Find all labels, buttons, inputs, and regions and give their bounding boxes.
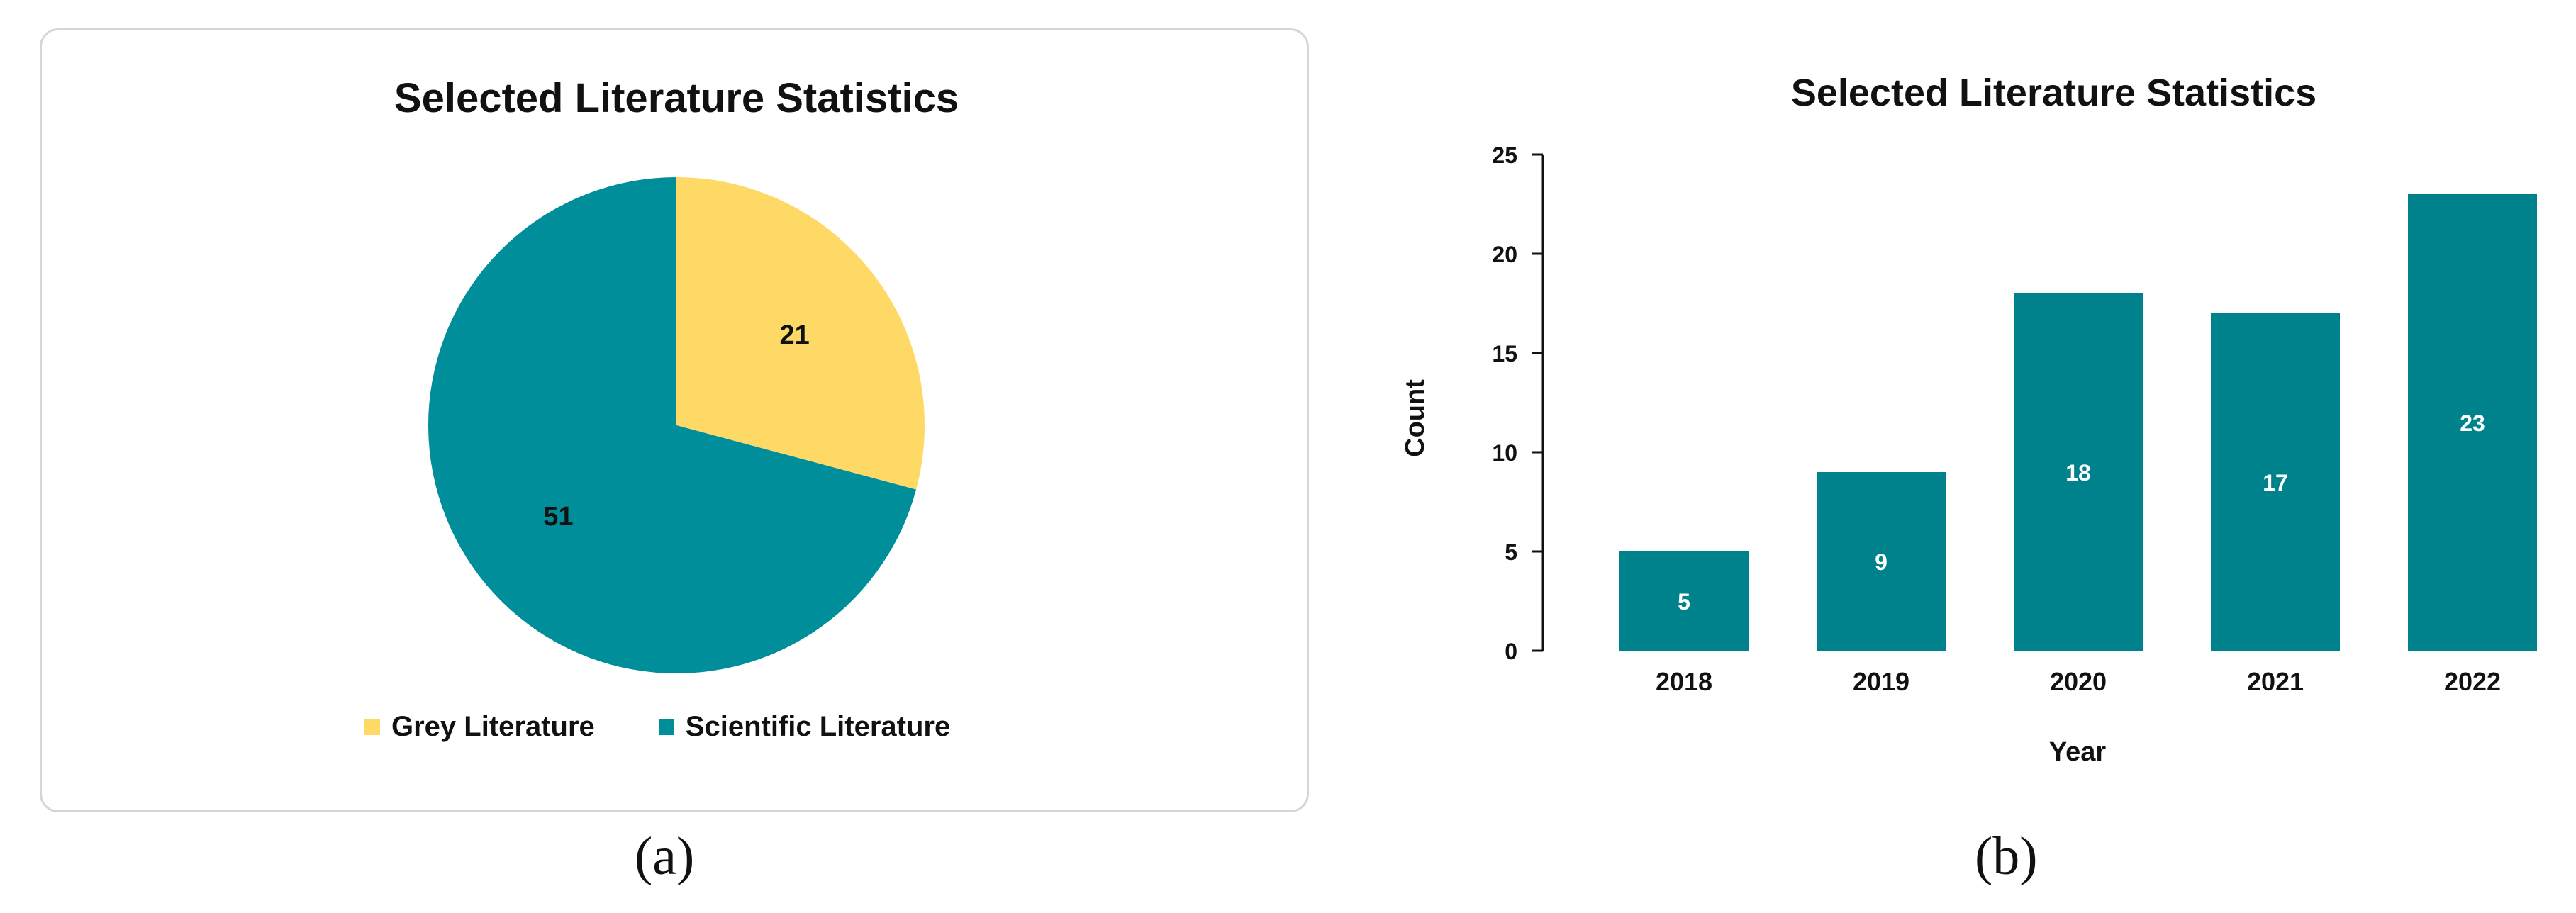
pie-data-label-grey-literature: 21 [779,320,809,350]
bar-2022 [2408,194,2537,651]
legend-item-scientific-literature: Scientific Literature [658,711,951,743]
y-axis-label: Count [1400,379,1430,457]
y-tick-label: 25 [1492,142,1517,168]
bar-data-label-2020: 18 [2065,460,2091,486]
y-tick-label: 5 [1505,539,1517,565]
bar-2018 [1619,551,1749,651]
pie-slice-scientific-literature [428,177,917,673]
y-tick-label: 10 [1492,440,1517,466]
legend-label-scientific-literature: Scientific Literature [685,711,951,742]
y-tick-label: 0 [1505,639,1517,664]
legend-swatch-grey-literature [364,719,380,735]
caption-a: (a) [635,827,695,886]
legend-label-grey-literature: Grey Literature [391,711,595,742]
pie-legend: Grey Literature Scientific Literature [364,711,950,743]
bar-data-label-2022: 23 [2460,410,2485,436]
bar-chart: 0 5 10 15 20 25 5 2018 9 2019 18 2020 17 2021 23 2022 Ye… [1400,142,2537,767]
pie-chart-title: Selected Literature Statistics [394,75,959,121]
x-tick-label-2022: 2022 [2444,667,2501,696]
x-axis-label: Year [2049,737,2107,767]
x-tick-label-2021: 2021 [2247,667,2304,696]
x-tick-label-2020: 2020 [2050,667,2107,696]
x-tick-label-2019: 2019 [1853,667,1909,696]
pie-slice-grey-literature [676,177,925,490]
pie-chart: 21 51 [428,177,925,673]
caption-b: (b) [1975,827,2038,886]
bar-data-label-2021: 17 [2263,470,2288,495]
bar-2020 [2014,293,2143,651]
legend-item-grey-literature: Grey Literature [364,711,595,743]
y-tick-label: 15 [1492,341,1517,366]
bar-2019 [1817,472,1946,651]
bar-2021 [2211,313,2340,651]
x-tick-label-2018: 2018 [1656,667,1712,696]
bar-data-label-2019: 9 [1875,549,1888,575]
pie-data-label-scientific-literature: 51 [543,502,573,532]
bar-data-label-2018: 5 [1678,589,1690,615]
bar-chart-title: Selected Literature Statistics [1790,72,2317,114]
legend-swatch-scientific-literature [658,719,674,735]
pie-chart-panel: Selected Literature Statistics 21 51 Grey… [40,28,1309,812]
y-tick-label: 20 [1492,242,1517,267]
